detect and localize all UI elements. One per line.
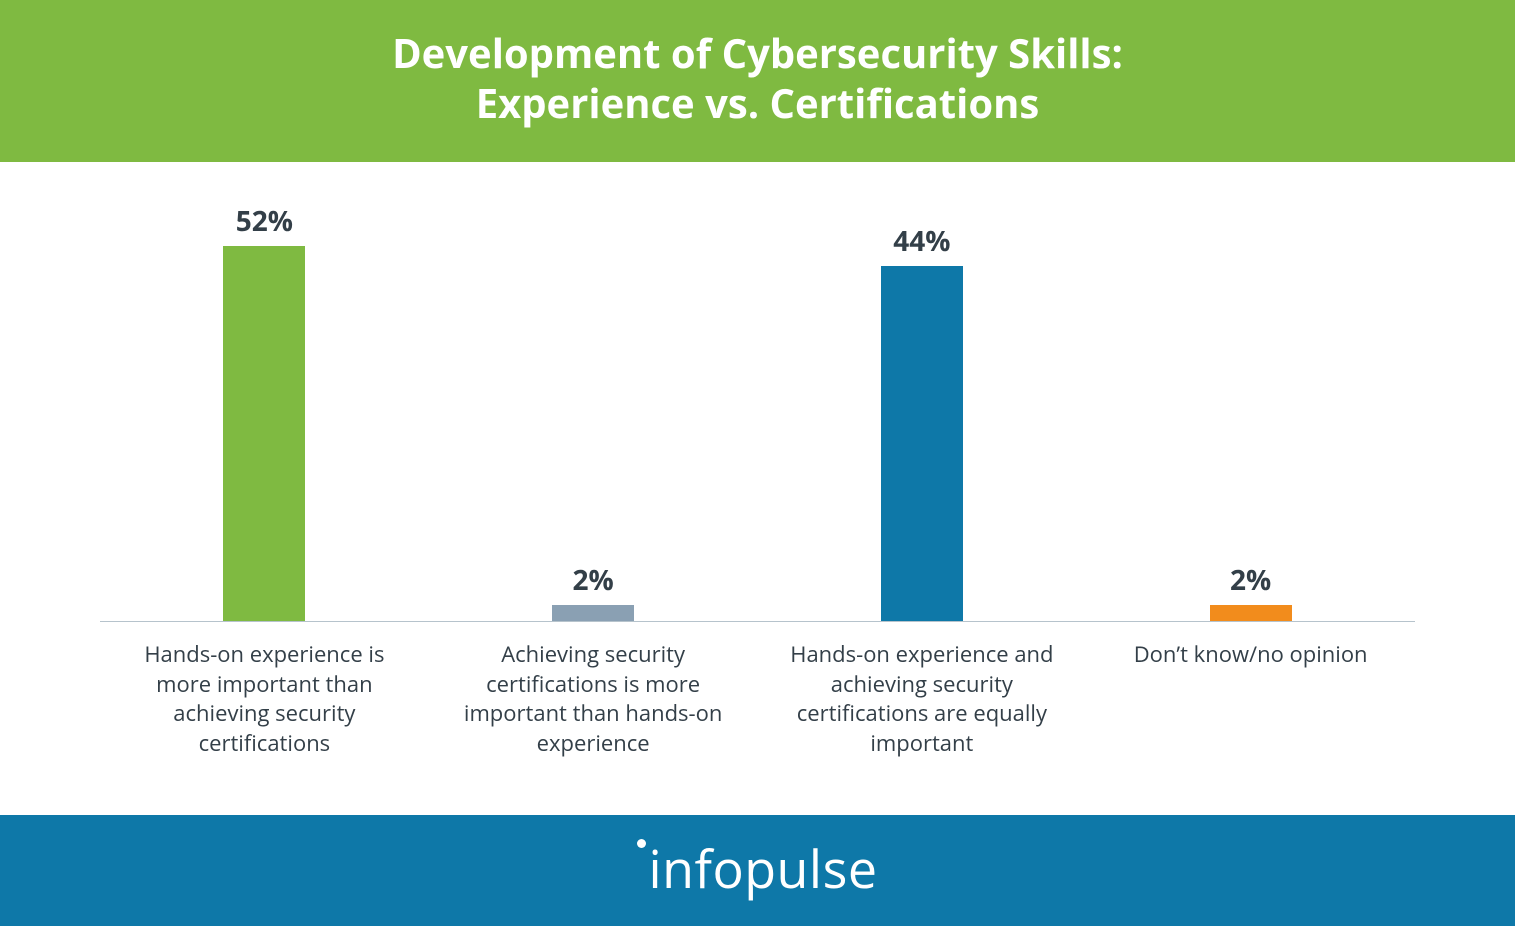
bar-category-label: Don’t know/no opinion: [1086, 640, 1415, 759]
bar-group-0: 52%: [100, 202, 429, 621]
bar-category-label: Hands-on experience is more important th…: [100, 640, 429, 759]
bar-value-label: 2%: [573, 561, 614, 599]
bars-row: 52% 2% 44% 2%: [100, 202, 1415, 622]
labels-row: Hands-on experience is more important th…: [100, 640, 1415, 759]
chart-title: Development of Cybersecurity Skills: Exp…: [20, 28, 1495, 128]
bar-group-2: 44%: [758, 202, 1087, 621]
chart-title-line2: Experience vs. Certifications: [476, 75, 1040, 130]
chart-title-line1: Development of Cybersecurity Skills:: [392, 25, 1123, 80]
brand-dot-icon: [637, 839, 646, 848]
chart-area: 52% 2% 44% 2% Hands-on experience is more i…: [0, 162, 1515, 759]
bar-value-label: 2%: [1230, 561, 1271, 599]
brand-text: infopulse: [648, 833, 877, 904]
bar-value-label: 44%: [893, 222, 950, 260]
brand-logo: infopulse: [0, 833, 1515, 904]
bar: [881, 266, 963, 621]
header-band: Development of Cybersecurity Skills: Exp…: [0, 0, 1515, 162]
footer-band: infopulse: [0, 815, 1515, 926]
bar: [223, 246, 305, 621]
bar-category-label: Hands-on experience and achieving securi…: [758, 640, 1087, 759]
bar: [552, 605, 634, 621]
bar-group-3: 2%: [1086, 202, 1415, 621]
bar-value-label: 52%: [236, 202, 293, 240]
bar: [1210, 605, 1292, 621]
bar-group-1: 2%: [429, 202, 758, 621]
bar-category-label: Achieving security certifications is mor…: [429, 640, 758, 759]
